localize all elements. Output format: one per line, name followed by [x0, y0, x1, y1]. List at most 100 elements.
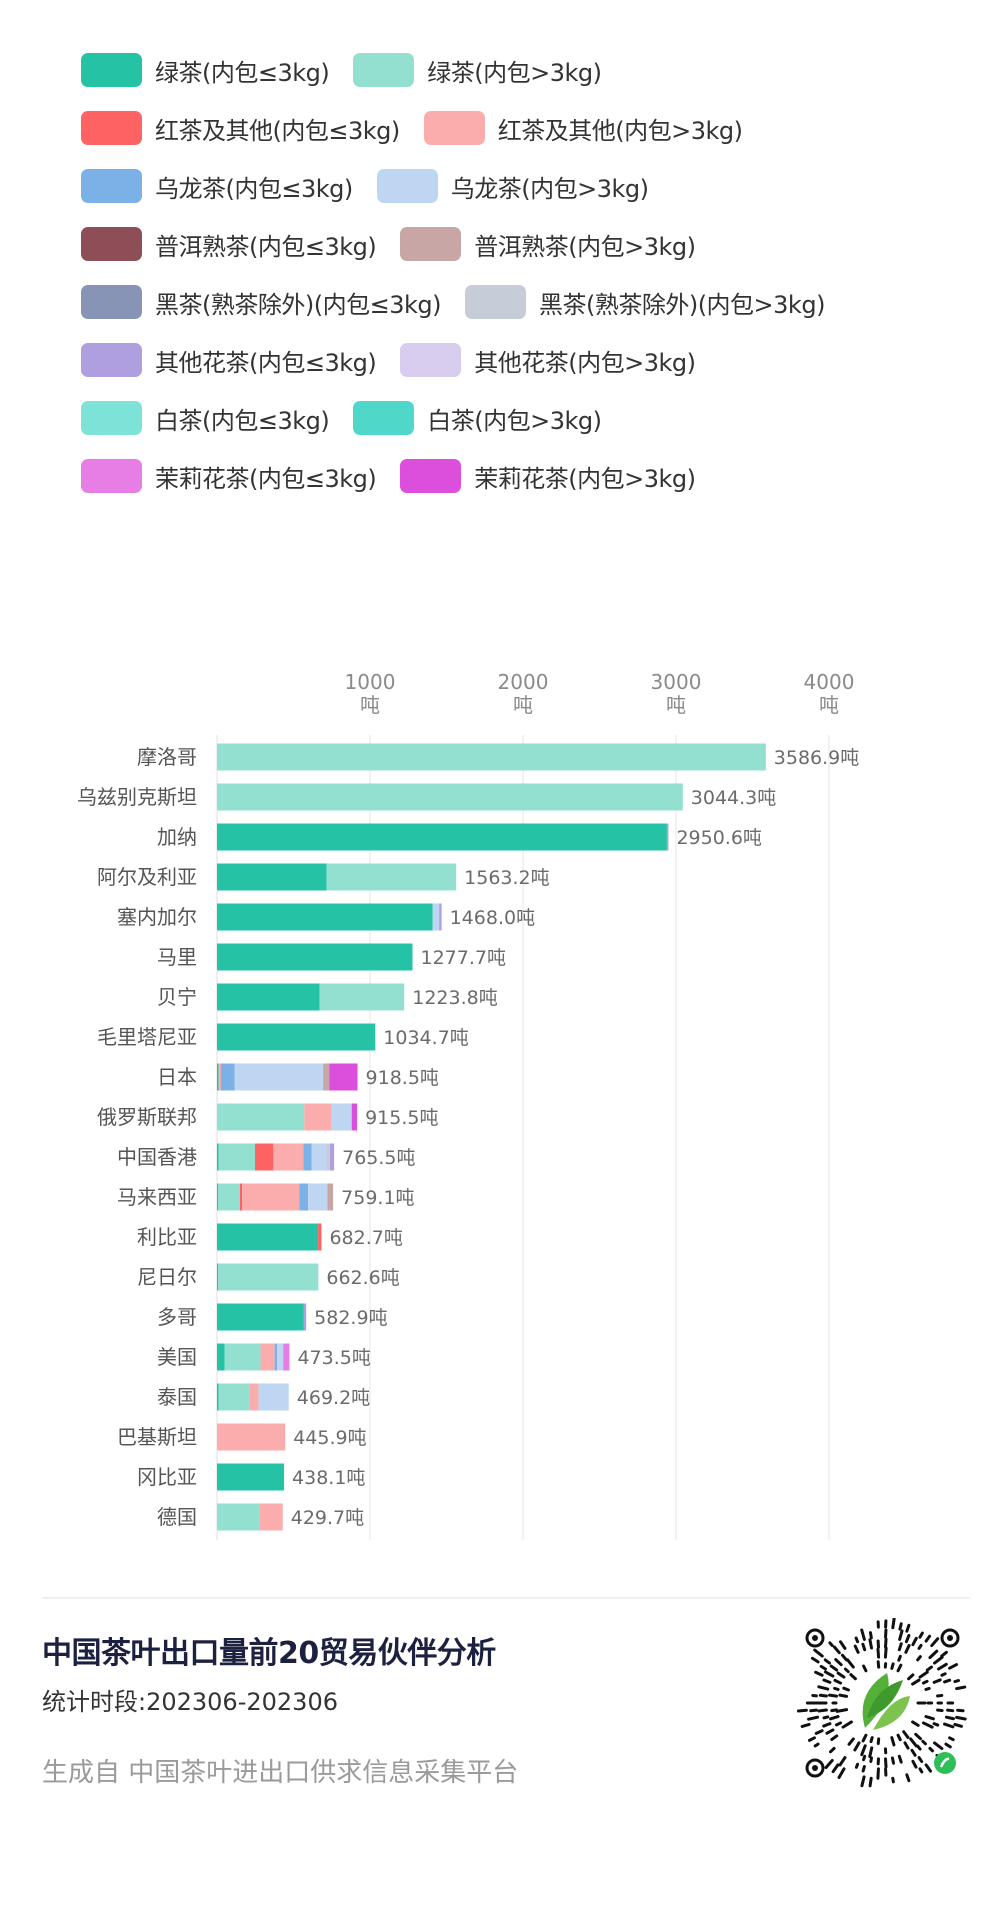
- legend-item[interactable]: 茉莉花茶(内包>3kg): [400, 459, 696, 494]
- bar-segment: [260, 1343, 275, 1371]
- bar-segment: [326, 863, 457, 891]
- bar-segment: [329, 1143, 335, 1171]
- category-label: 日本: [157, 1065, 197, 1089]
- legend-item[interactable]: 白茶(内包≤3kg): [81, 401, 330, 436]
- bar-segment: [217, 903, 433, 931]
- legend-label: 红茶及其他(内包≤3kg): [155, 116, 400, 145]
- legend-label: 乌龙茶(内包>3kg): [450, 174, 649, 203]
- divider: [42, 1597, 970, 1599]
- value-label: 759.1吨: [341, 1187, 414, 1209]
- category-label: 阿尔及利亚: [97, 865, 197, 889]
- legend-label: 其他花茶(内包>3kg): [474, 348, 696, 377]
- page-title: 中国茶叶出口量前20贸易伙伴分析: [42, 1636, 496, 1671]
- value-label: 582.9吨: [314, 1307, 387, 1329]
- legend-item[interactable]: 黑茶(熟茶除外)(内包>3kg): [464, 285, 825, 320]
- value-label: 3044.3吨: [691, 787, 776, 809]
- legend-swatch: [81, 343, 142, 377]
- legend-label: 乌龙茶(内包≤3kg): [155, 174, 353, 203]
- legend-item[interactable]: 黑茶(熟茶除外)(内包≤3kg): [81, 285, 441, 320]
- legend-item[interactable]: 绿茶(内包≤3kg): [81, 53, 330, 88]
- legend-label: 黑茶(熟茶除外)(内包>3kg): [538, 290, 825, 319]
- bar-segment: [234, 1063, 324, 1091]
- legend-item[interactable]: 红茶及其他(内包>3kg): [423, 111, 743, 146]
- bar-segment: [274, 1343, 278, 1371]
- legend-swatch: [81, 53, 142, 87]
- value-label: 915.5吨: [365, 1107, 438, 1129]
- x-tick-unit: 吨: [513, 693, 533, 717]
- legend-label: 白茶(内包≤3kg): [155, 406, 330, 435]
- bar-segment: [217, 943, 413, 971]
- bar-segment: [217, 1343, 225, 1371]
- legend-item[interactable]: 其他花茶(内包≤3kg): [81, 343, 377, 378]
- bar-segment: [217, 823, 667, 851]
- bar-segment: [666, 823, 669, 851]
- legend-row: 白茶(内包≤3kg) 白茶(内包>3kg): [81, 401, 981, 435]
- x-tick-unit: 吨: [360, 693, 380, 717]
- bar-segment: [439, 903, 442, 931]
- category-label: 贝宁: [157, 985, 197, 1009]
- x-tick-label: 3000: [651, 670, 702, 694]
- legend-item[interactable]: 乌龙茶(内包>3kg): [376, 169, 649, 204]
- legend-row: 绿茶(内包≤3kg) 绿茶(内包>3kg): [81, 53, 981, 87]
- legend-item[interactable]: 其他花茶(内包>3kg): [400, 343, 696, 378]
- value-label: 1468.0吨: [450, 907, 535, 929]
- bar-segment: [217, 1303, 304, 1331]
- bar-segment: [218, 1063, 221, 1091]
- bar-segment: [242, 1183, 300, 1211]
- legend-swatch: [376, 169, 438, 203]
- bar-segment: [331, 1103, 352, 1131]
- legend-row: 茉莉花茶(内包≤3kg) 茉莉花茶(内包>3kg): [81, 459, 981, 493]
- bar-segment: [217, 1103, 305, 1131]
- bar-segment: [217, 1263, 219, 1291]
- legend-item[interactable]: 普洱熟茶(内包≤3kg): [81, 227, 377, 262]
- category-label: 马里: [157, 945, 197, 969]
- legend-swatch: [81, 285, 142, 319]
- legend-swatch: [81, 169, 142, 203]
- bar-segment: [283, 1343, 290, 1371]
- legend-row: 其他花茶(内包≤3kg) 其他花茶(内包>3kg): [81, 343, 981, 377]
- bar-segment: [217, 1183, 218, 1211]
- category-label: 美国: [157, 1345, 197, 1369]
- legend-label: 黑茶(熟茶除外)(内包≤3kg): [155, 290, 441, 319]
- legend-row: 红茶及其他(内包≤3kg) 红茶及其他(内包>3kg): [81, 111, 981, 145]
- bar-segment: [326, 1143, 330, 1171]
- legend-label: 茉莉花茶(内包≤3kg): [155, 464, 377, 493]
- qr-code-icon[interactable]: [795, 1618, 970, 1788]
- bar-segment: [277, 1343, 284, 1371]
- bar-segment: [319, 983, 405, 1011]
- value-label: 429.7吨: [291, 1507, 364, 1529]
- bar-segment: [224, 1343, 261, 1371]
- bar-segment: [217, 783, 683, 811]
- bar-segment: [217, 1503, 260, 1531]
- bar-segment: [303, 1303, 307, 1331]
- legend-item[interactable]: 白茶(内包>3kg): [353, 401, 602, 436]
- category-label: 德国: [157, 1505, 197, 1529]
- legend-label: 绿茶(内包>3kg): [427, 58, 602, 87]
- legend-item[interactable]: 乌龙茶(内包≤3kg): [81, 169, 353, 204]
- bar-segment: [220, 1063, 235, 1091]
- value-label: 2950.6吨: [676, 827, 761, 849]
- x-tick-unit: 吨: [819, 693, 839, 717]
- value-label: 1563.2吨: [464, 867, 549, 889]
- category-label: 中国香港: [117, 1145, 197, 1169]
- category-label: 冈比亚: [137, 1465, 197, 1489]
- legend-item[interactable]: 茉莉花茶(内包≤3kg): [81, 459, 377, 494]
- bar-segment: [273, 1143, 304, 1171]
- bar-segment: [218, 1263, 319, 1291]
- x-tick-label: 1000: [345, 670, 396, 694]
- bar-segment: [258, 1383, 289, 1411]
- category-label: 俄罗斯联邦: [97, 1105, 197, 1129]
- bar-segment: [217, 863, 327, 891]
- legend-swatch: [400, 343, 462, 377]
- legend-label: 白茶(内包>3kg): [427, 406, 602, 435]
- category-label: 摩洛哥: [137, 745, 197, 769]
- legend-item[interactable]: 普洱熟茶(内包>3kg): [400, 227, 696, 262]
- legend-swatch: [423, 111, 485, 145]
- legend-item[interactable]: 绿茶(内包>3kg): [353, 53, 602, 88]
- legend-swatch: [400, 459, 462, 493]
- category-label: 利比亚: [137, 1225, 197, 1249]
- legend-item[interactable]: 红茶及其他(内包≤3kg): [81, 111, 400, 146]
- category-label: 泰国: [157, 1385, 197, 1409]
- bar-segment: [217, 1223, 319, 1251]
